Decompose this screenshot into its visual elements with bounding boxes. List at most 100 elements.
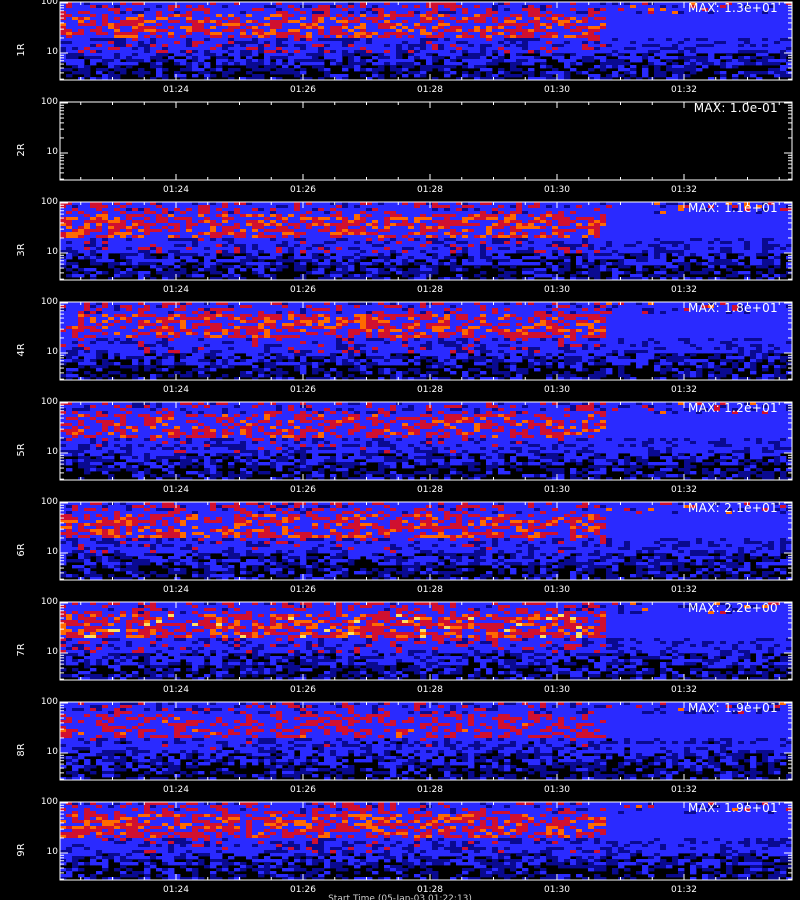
- heatmap-cell: [90, 44, 97, 48]
- heatmap-cell: [216, 35, 223, 39]
- heatmap-cell: [246, 256, 253, 260]
- heatmap-cell: [720, 17, 727, 21]
- heatmap-cell: [552, 223, 559, 227]
- heatmap-cell: [588, 38, 595, 42]
- heatmap-cell: [762, 44, 769, 48]
- heatmap-cell: [630, 44, 637, 48]
- heatmap-cell: [114, 238, 121, 242]
- heatmap-cell: [546, 205, 553, 209]
- heatmap-cell: [132, 14, 139, 18]
- heatmap-cell: [120, 205, 127, 209]
- heatmap-cell: [384, 14, 391, 18]
- heatmap-cell: [570, 17, 577, 21]
- heatmap-cell: [360, 32, 367, 36]
- heatmap-cell: [354, 250, 361, 254]
- heatmap-cell: [246, 232, 253, 236]
- heatmap-cell: [270, 56, 277, 60]
- heatmap-cell: [258, 8, 265, 12]
- heatmap-cell: [558, 50, 565, 54]
- heatmap-cell: [732, 11, 739, 15]
- heatmap-cell: [306, 14, 313, 18]
- heatmap-cell: [726, 2, 733, 6]
- heatmap-cell: [348, 205, 355, 209]
- heatmap-cell: [222, 8, 229, 12]
- heatmap-cell: [180, 241, 187, 245]
- heatmap-cell: [606, 235, 613, 239]
- heatmap-cell: [324, 235, 331, 239]
- heatmap-cell: [744, 26, 751, 30]
- heatmap-cell: [630, 20, 637, 24]
- heatmap-cell: [246, 205, 253, 209]
- heatmap-cell: [258, 26, 265, 30]
- heatmap-cell: [774, 59, 781, 63]
- heatmap-cell: [504, 202, 511, 206]
- heatmap-cell: [228, 38, 235, 42]
- heatmap-cell: [708, 20, 715, 24]
- heatmap-cell: [180, 223, 187, 227]
- heatmap-cell: [498, 68, 505, 72]
- heatmap-cell: [342, 11, 349, 15]
- heatmap-cell: [114, 271, 121, 275]
- heatmap-cell: [108, 44, 115, 48]
- heatmap-cell: [318, 8, 325, 12]
- heatmap-cell: [372, 220, 379, 224]
- heatmap-cell: [540, 208, 547, 212]
- heatmap-cell: [282, 35, 289, 39]
- heatmap-cell: [498, 274, 505, 278]
- heatmap-cell: [540, 65, 547, 69]
- heatmap-cell: [174, 217, 181, 221]
- heatmap-cell: [378, 62, 385, 66]
- heatmap-cell: [696, 41, 703, 45]
- heatmap-cell: [426, 214, 433, 218]
- heatmap-cell: [372, 29, 379, 33]
- heatmap-cell: [480, 202, 487, 206]
- heatmap-cell: [468, 14, 475, 18]
- heatmap-cell: [582, 29, 589, 33]
- heatmap-cell: [474, 217, 481, 221]
- heatmap-cell: [324, 220, 331, 224]
- heatmap-cell: [318, 20, 325, 24]
- heatmap-cell: [336, 44, 343, 48]
- heatmap-cell: [444, 32, 451, 36]
- heatmap-cell: [474, 274, 481, 278]
- heatmap-cell: [324, 202, 331, 206]
- heatmap-cell: [432, 17, 439, 21]
- heatmap-cell: [588, 17, 595, 21]
- heatmap-cell: [192, 50, 199, 54]
- heatmap-cell: [510, 223, 517, 227]
- heatmap-cell: [468, 217, 475, 221]
- heatmap-cell: [480, 65, 487, 69]
- heatmap-cell: [72, 241, 79, 245]
- heatmap-cell: [66, 53, 73, 57]
- heatmap-cell: [204, 71, 211, 75]
- heatmap-cell: [192, 59, 199, 63]
- heatmap-cell: [498, 2, 505, 6]
- heatmap-cell: [642, 20, 649, 24]
- heatmap-cell: [534, 226, 541, 230]
- heatmap-cell: [126, 41, 133, 45]
- heatmap-cell: [342, 35, 349, 39]
- heatmap-cell: [582, 32, 589, 36]
- heatmap-cell: [534, 26, 541, 30]
- heatmap-cell: [486, 14, 493, 18]
- heatmap-cell: [720, 20, 727, 24]
- heatmap-cell: [114, 244, 121, 248]
- heatmap-cell: [354, 47, 361, 51]
- heatmap-cell: [330, 62, 337, 66]
- heatmap-cell: [546, 250, 553, 254]
- heatmap-cell: [642, 17, 649, 21]
- heatmap-cell: [480, 244, 487, 248]
- heatmap-cell: [642, 11, 649, 15]
- heatmap-cell: [606, 238, 613, 242]
- heatmap-cell: [288, 226, 295, 230]
- heatmap-cell: [600, 262, 607, 266]
- heatmap-cell: [114, 32, 121, 36]
- heatmap-cell: [108, 220, 115, 224]
- heatmap-cell: [666, 8, 673, 12]
- heatmap-cell: [582, 241, 589, 245]
- heatmap-cell: [186, 68, 193, 72]
- heatmap-cell: [582, 59, 589, 63]
- heatmap-cell: [252, 268, 259, 272]
- heatmap-cell: [288, 241, 295, 245]
- heatmap-cell: [210, 14, 217, 18]
